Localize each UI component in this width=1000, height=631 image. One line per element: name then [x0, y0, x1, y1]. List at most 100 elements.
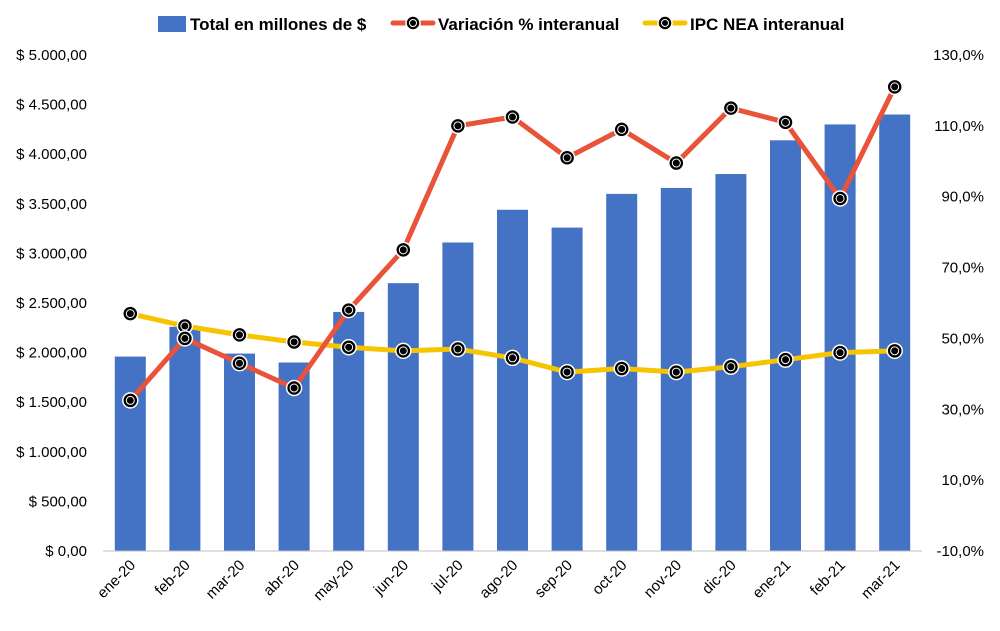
- line-series: [122, 78, 903, 409]
- bar-feb-20: [169, 326, 201, 551]
- point-ipc-abr-20: [285, 333, 303, 351]
- marker-outer: [340, 339, 357, 356]
- marker-outer: [613, 360, 630, 377]
- point-ipc-jun-20: [395, 342, 412, 360]
- point-variacion-mar-21: [886, 78, 903, 96]
- point-variacion-abr-20: [285, 379, 303, 397]
- point-ipc-jul-20: [449, 340, 467, 358]
- marker-ring: [453, 344, 463, 354]
- marker-outer: [122, 305, 139, 322]
- point-ipc-mar-21: [886, 342, 903, 360]
- legend-swatch-bars: [158, 16, 186, 32]
- legend-label-ipc: IPC NEA interanual: [690, 15, 844, 34]
- bar-jun-20: [387, 283, 419, 551]
- right-tick-label: 90,0%: [941, 189, 984, 206]
- legend-label-variacion: Variación % interanual: [438, 15, 619, 34]
- point-variacion-ene-21: [777, 114, 794, 131]
- marker-ring: [180, 321, 190, 331]
- point-variacion-dic-20: [722, 99, 740, 117]
- marker-outer: [886, 342, 903, 360]
- left-tick-label: $ 500,00: [29, 493, 87, 510]
- marker-ring: [453, 121, 463, 131]
- marker-outer: [558, 149, 576, 166]
- marker-ring: [671, 367, 681, 377]
- marker-outer: [886, 78, 903, 96]
- left-tick-label: $ 3.000,00: [16, 245, 87, 262]
- left-tick-label: $ 1.500,00: [16, 394, 87, 411]
- left-tick-label: $ 1.000,00: [16, 444, 87, 461]
- point-ipc-nov-20: [668, 363, 685, 381]
- marker-outer: [504, 349, 521, 367]
- marker-ring: [508, 353, 517, 363]
- marker-ring: [235, 358, 244, 368]
- bar-ene-21: [770, 140, 801, 551]
- marker-ring: [398, 245, 408, 255]
- marker-ring: [125, 309, 135, 319]
- marker-outer: [613, 121, 630, 138]
- point-ipc-ene-20: [122, 305, 139, 322]
- point-variacion-mar-20: [231, 354, 248, 372]
- marker-ring: [344, 342, 354, 352]
- x-tick-label: mar-21: [858, 557, 904, 603]
- point-variacion-feb-20: [176, 330, 194, 347]
- point-ipc-may-20: [340, 339, 357, 356]
- legend-item-ipc: IPC NEA interanual: [642, 15, 844, 34]
- marker-ring: [235, 330, 244, 340]
- marker-ring: [835, 348, 845, 358]
- point-variacion-ene-20: [122, 392, 139, 409]
- x-axis-ticks: ene-20 feb-20 mar-20 abr-20 may-20 jun-20 jul-…: [94, 557, 903, 604]
- left-tick-label: $ 2.000,00: [16, 345, 87, 362]
- marker-ring: [508, 112, 517, 122]
- point-ipc-dic-20: [722, 358, 740, 376]
- marker-ring: [180, 333, 190, 343]
- marker-outer: [176, 330, 194, 347]
- marker-outer: [122, 392, 139, 409]
- marker-outer: [777, 351, 794, 368]
- marker-outer: [395, 342, 412, 360]
- bar-mar-20: [224, 353, 255, 551]
- left-tick-label: $ 2.500,00: [16, 295, 87, 312]
- marker-ring: [562, 153, 572, 163]
- left-tick-label: $ 0,00: [45, 543, 87, 560]
- x-tick-label: ene-20: [94, 557, 139, 602]
- marker-ring: [289, 383, 299, 393]
- right-tick-label: 70,0%: [941, 260, 984, 277]
- bar-mar-21: [879, 114, 911, 552]
- legend-marker-ipc-ring: [661, 19, 669, 27]
- point-ipc-feb-20: [176, 317, 194, 335]
- legend-item-variacion: Variación % interanual: [390, 15, 619, 34]
- right-tick-label: 130,0%: [933, 47, 984, 64]
- marker-ring: [835, 193, 845, 203]
- left-axis-ticks: $ 0,00 $ 500,00 $ 1.000,00 $ 1.500,00 $ 2.00…: [16, 47, 87, 560]
- marker-ring: [562, 367, 572, 377]
- marker-ring: [617, 124, 627, 134]
- marker-outer: [722, 358, 740, 376]
- marker-ring: [344, 305, 354, 315]
- legend-marker-variacion: [405, 15, 421, 31]
- x-tick-label: ene-21: [749, 557, 794, 602]
- right-tick-label: 30,0%: [941, 401, 984, 418]
- point-variacion-ago-20: [504, 108, 521, 126]
- legend: Total en millones de $ Variación % inter…: [158, 15, 844, 34]
- x-tick-label: dic-20: [699, 557, 740, 598]
- marker-ring: [398, 346, 408, 356]
- right-tick-label: -10,0%: [936, 543, 984, 560]
- point-ipc-ago-20: [504, 349, 521, 367]
- marker-outer: [285, 333, 303, 351]
- point-variacion-may-20: [340, 301, 357, 319]
- x-tick-label: may-20: [310, 557, 357, 604]
- marker-ring: [890, 346, 900, 356]
- marker-outer: [231, 354, 248, 372]
- marker-outer: [449, 117, 467, 135]
- marker-outer: [668, 154, 685, 172]
- bar-feb-21: [824, 124, 856, 551]
- x-tick-label: jul-20: [428, 557, 467, 596]
- left-tick-label: $ 5.000,00: [16, 47, 87, 64]
- marker-outer: [231, 326, 248, 344]
- marker-outer: [777, 114, 794, 131]
- bar-ago-20: [497, 209, 528, 551]
- x-tick-label: sep-20: [531, 557, 575, 601]
- marker-ring: [781, 355, 790, 365]
- marker-outer: [831, 190, 849, 207]
